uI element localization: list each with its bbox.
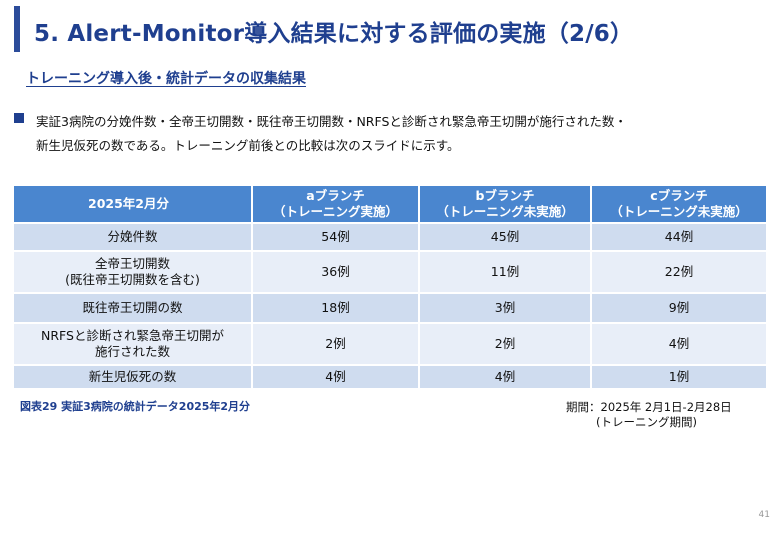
cell-c: 44例: [590, 222, 768, 252]
period-line-2: (トレーニング期間): [596, 415, 697, 429]
cell-c: 22例: [590, 250, 768, 294]
bullet-line-2: 新生児仮死の数である。トレーニング前後との比較は次のスライドに示す。: [36, 138, 460, 153]
square-bullet-icon: [14, 113, 24, 123]
row-label: 新生児仮死の数: [12, 364, 253, 390]
row-label: 既往帝王切開の数: [12, 292, 253, 324]
table-row: 全帝王切開数 (既往帝王切開数を含む) 36例 11例 22例: [12, 250, 768, 294]
table-row: 分娩件数 54例 45例 44例: [12, 222, 768, 252]
bullet-text: 実証3病院の分娩件数・全帝王切開数・既往帝王切開数・NRFSと診断され緊急帝王切…: [36, 110, 754, 158]
table-row: NRFSと診断され緊急帝王切開が 施行された数 2例 2例 4例: [12, 322, 768, 366]
cell-b: 45例: [418, 222, 592, 252]
cell-b: 4例: [418, 364, 592, 390]
cell-c: 4例: [590, 322, 768, 366]
figure-caption: 図表29 実証3病院の統計データ2025年2月分: [20, 400, 251, 413]
row-label: 分娩件数: [12, 222, 253, 252]
cell-b: 11例: [418, 250, 592, 294]
cell-a: 18例: [251, 292, 420, 324]
cell-a: 36例: [251, 250, 420, 294]
header-branch-c: cブランチ （トレーニング未実施）: [590, 184, 768, 224]
title-accent-bar: [14, 6, 20, 52]
row-label: 全帝王切開数 (既往帝王切開数を含む): [12, 250, 253, 294]
page-title: 5. Alert-Monitor導入結果に対する評価の実施（2/6）: [34, 21, 634, 47]
cell-a: 2例: [251, 322, 420, 366]
page-number: 41: [758, 510, 770, 520]
cell-a: 54例: [251, 222, 420, 252]
table-row: 既往帝王切開の数 18例 3例 9例: [12, 292, 768, 324]
statistics-table: 2025年2月分 aブランチ （トレーニング実施） bブランチ （トレーニング未実施…: [12, 184, 768, 390]
period-line-1: 期間：2025年 2月1日-2月28日: [566, 400, 732, 414]
period-note: 期間：2025年 2月1日-2月28日 (トレーニング期間): [566, 400, 732, 430]
table-header-row: 2025年2月分 aブランチ （トレーニング実施） bブランチ （トレーニング未実施…: [12, 184, 768, 224]
table-row: 新生児仮死の数 4例 4例 1例: [12, 364, 768, 390]
header-branch-b: bブランチ （トレーニング未実施）: [418, 184, 592, 224]
row-label: NRFSと診断され緊急帝王切開が 施行された数: [12, 322, 253, 366]
cell-b: 2例: [418, 322, 592, 366]
bullet-line-1: 実証3病院の分娩件数・全帝王切開数・既往帝王切開数・NRFSと診断され緊急帝王切…: [36, 114, 627, 129]
section-subtitle: トレーニング導入後・統計データの収集結果: [26, 71, 306, 87]
cell-c: 9例: [590, 292, 768, 324]
cell-c: 1例: [590, 364, 768, 390]
cell-a: 4例: [251, 364, 420, 390]
cell-b: 3例: [418, 292, 592, 324]
bullet-paragraph: 実証3病院の分娩件数・全帝王切開数・既往帝王切開数・NRFSと診断され緊急帝王切…: [14, 110, 754, 158]
header-branch-a: aブランチ （トレーニング実施）: [251, 184, 420, 224]
header-period: 2025年2月分: [12, 184, 253, 224]
